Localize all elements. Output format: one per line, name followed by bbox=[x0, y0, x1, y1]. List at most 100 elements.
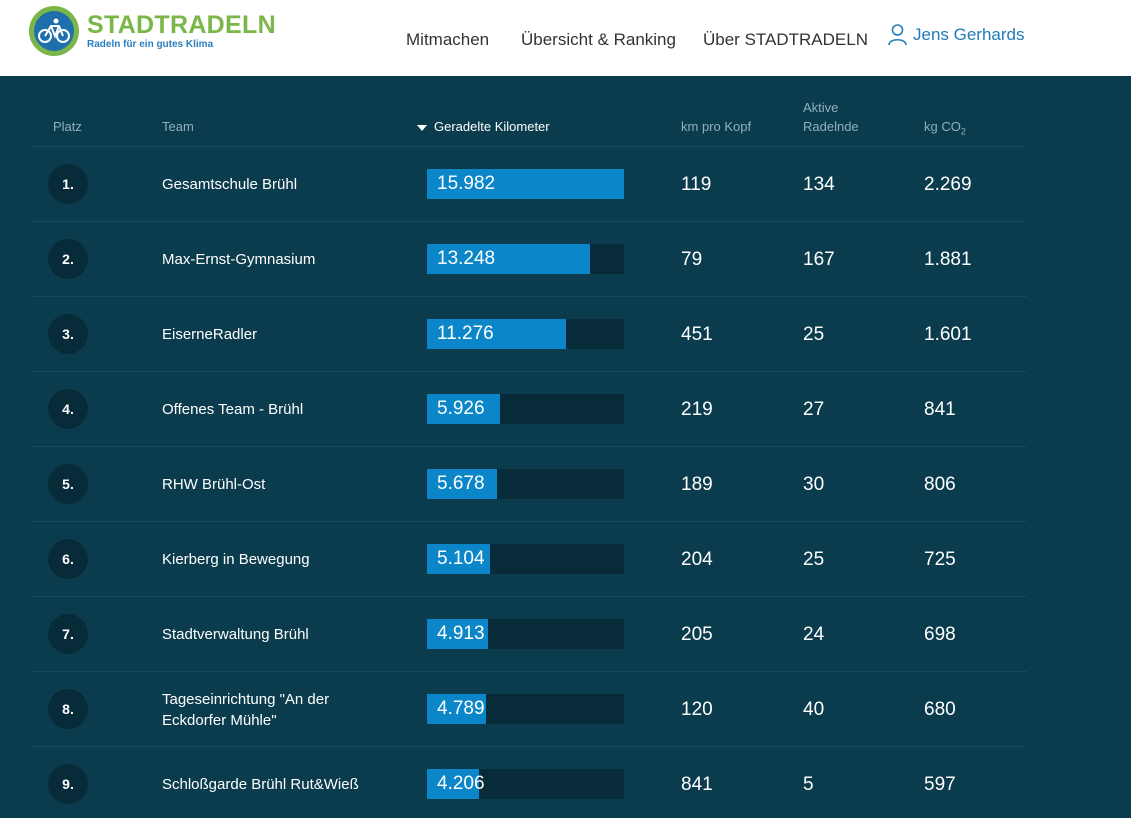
km-bar-track: 5.678 bbox=[427, 469, 624, 499]
km-bar-track: 5.104 bbox=[427, 544, 624, 574]
km-value: 11.276 bbox=[437, 323, 494, 344]
km-bar-fill bbox=[427, 169, 624, 199]
table-body: 1. Gesamtschule Brühl 15.982 119 134 2.269 2. M… bbox=[30, 147, 1027, 818]
km-bar-track: 11.276 bbox=[427, 319, 624, 349]
km-bar-fill bbox=[427, 394, 500, 424]
co2-saved: 1.601 bbox=[924, 324, 972, 345]
active-riders: 30 bbox=[803, 474, 825, 495]
header-team[interactable]: Team bbox=[162, 119, 194, 134]
km-per-head: 841 bbox=[681, 774, 713, 795]
team-name[interactable]: Schloßgarde Brühl Rut&Wieß bbox=[162, 776, 359, 793]
km-value: 5.104 bbox=[437, 548, 485, 569]
km-bar-track: 5.926 bbox=[427, 394, 624, 424]
header-place[interactable]: Platz bbox=[53, 119, 82, 134]
km-per-head: 204 bbox=[681, 549, 713, 570]
nav-item-mitmachen[interactable]: Mitmachen bbox=[406, 30, 490, 49]
header-km[interactable]: Geradelte Kilometer bbox=[417, 117, 550, 136]
team-name[interactable]: Offenes Team - Brühl bbox=[162, 401, 304, 418]
active-riders: 27 bbox=[803, 399, 825, 420]
bicycle-logo-icon bbox=[29, 6, 79, 56]
km-bar-track: 13.248 bbox=[427, 244, 624, 274]
km-per-head: 119 bbox=[681, 174, 712, 195]
stadtradeln-logo[interactable]: STADTRADELN Radeln für ein gutes Klima bbox=[29, 6, 276, 56]
km-per-head: 205 bbox=[681, 624, 713, 645]
km-per-head: 120 bbox=[681, 699, 713, 720]
table-row[interactable]: 7. Stadtverwaltung Brühl 4.913 205 24 698 bbox=[30, 597, 1027, 672]
header-per-head[interactable]: km pro Kopf bbox=[681, 119, 752, 134]
brand-name: STADTRADELN bbox=[87, 11, 276, 39]
nav-item-about[interactable]: Über STADTRADELN bbox=[703, 30, 868, 49]
co2-saved: 1.881 bbox=[924, 249, 972, 270]
active-riders: 24 bbox=[803, 624, 825, 645]
km-value: 4.789 bbox=[437, 698, 485, 719]
active-riders: 134 bbox=[803, 174, 835, 195]
km-per-head: 79 bbox=[681, 249, 703, 270]
team-name[interactable]: Stadtverwaltung Brühl bbox=[162, 626, 309, 643]
active-riders: 167 bbox=[803, 249, 835, 270]
km-value: 13.248 bbox=[437, 248, 496, 269]
rank-badge: 5. bbox=[48, 464, 88, 504]
km-bar-track: 4.789 bbox=[427, 694, 624, 724]
km-value: 4.206 bbox=[437, 773, 485, 794]
km-value: 5.926 bbox=[437, 398, 485, 419]
rank-badge: 3. bbox=[48, 314, 88, 354]
header-co2[interactable]: kg CO2 bbox=[924, 117, 966, 142]
co2-saved: 806 bbox=[924, 474, 956, 495]
table-row[interactable]: 9. Schloßgarde Brühl Rut&Wieß 4.206 841 5 597 bbox=[30, 747, 1027, 818]
co2-saved: 725 bbox=[924, 549, 956, 570]
active-riders: 5 bbox=[803, 774, 814, 795]
km-value: 4.913 bbox=[437, 623, 485, 644]
co2-saved: 841 bbox=[924, 399, 956, 420]
km-per-head: 219 bbox=[681, 399, 713, 420]
team-name[interactable]: Gesamtschule Brühl bbox=[162, 176, 298, 193]
km-bar-fill bbox=[427, 469, 497, 499]
team-name[interactable]: Max-Ernst-Gymnasium bbox=[162, 251, 316, 268]
sort-desc-icon bbox=[417, 124, 427, 131]
km-bar-fill bbox=[427, 619, 488, 649]
km-value: 15.982 bbox=[437, 173, 496, 194]
nav-item-ranking[interactable]: Übersicht & Ranking bbox=[521, 30, 676, 49]
rank-badge: 9. bbox=[48, 764, 88, 804]
team-name[interactable]: EiserneRadler bbox=[162, 326, 258, 343]
km-bar-fill bbox=[427, 694, 486, 724]
user-name: Jens Gerhards bbox=[913, 25, 1025, 44]
rank-badge: 6. bbox=[48, 539, 88, 579]
table-row[interactable]: 4. Offenes Team - Brühl 5.926 219 27 841 bbox=[30, 372, 1027, 447]
km-value: 5.678 bbox=[437, 473, 485, 494]
active-riders: 25 bbox=[803, 549, 825, 570]
km-bar-fill bbox=[427, 769, 479, 799]
rank-badge: 7. bbox=[48, 614, 88, 654]
team-name[interactable]: Kierberg in Bewegung bbox=[162, 551, 310, 568]
header-active-line1: Aktive bbox=[803, 100, 839, 115]
site-header: STADTRADELN Radeln für ein gutes Klima M… bbox=[0, 0, 1131, 76]
table-row[interactable]: 8. Tageseinrichtung "An der Eckdorfer Müh… bbox=[30, 672, 1027, 747]
km-per-head: 189 bbox=[681, 474, 713, 495]
table-row[interactable]: 6. Kierberg in Bewegung 5.104 204 25 725 bbox=[30, 522, 1027, 597]
header-km-label: Geradelte Kilometer bbox=[434, 119, 550, 134]
header-active-line2: Radelnde bbox=[803, 119, 859, 134]
co2-saved: 680 bbox=[924, 699, 956, 720]
rank-badge: 2. bbox=[48, 239, 88, 279]
brand-claim: Radeln für ein gutes Klima bbox=[87, 39, 214, 50]
team-name[interactable]: Tageseinrichtung "An der Eckdorfer Mühle… bbox=[162, 690, 330, 729]
km-bar-fill bbox=[427, 319, 566, 349]
header-active[interactable]: Aktive Radelnde bbox=[803, 98, 859, 136]
table-row[interactable]: 3. EiserneRadler 11.276 451 25 1.601 bbox=[30, 297, 1027, 372]
user-icon bbox=[888, 24, 907, 46]
table-row[interactable]: 2. Max-Ernst-Gymnasium 13.248 79 167 1.881 bbox=[30, 222, 1027, 297]
km-bar-fill bbox=[427, 244, 590, 274]
co2-saved: 698 bbox=[924, 624, 956, 645]
ranking-table: Platz Team Geradelte Kilometer km pro Ko… bbox=[30, 76, 1027, 818]
header-co2-subscript: 2 bbox=[960, 126, 966, 137]
km-bar-track: 4.206 bbox=[427, 769, 624, 799]
km-per-head: 451 bbox=[681, 324, 713, 345]
table-row[interactable]: 5. RHW Brühl-Ost 5.678 189 30 806 bbox=[30, 447, 1027, 522]
table-row[interactable]: 1. Gesamtschule Brühl 15.982 119 134 2.269 bbox=[30, 147, 1027, 222]
km-bar-track: 4.913 bbox=[427, 619, 624, 649]
co2-saved: 2.269 bbox=[924, 174, 972, 195]
header-co2-label: kg CO bbox=[924, 119, 961, 134]
rank-badge: 1. bbox=[48, 164, 88, 204]
team-name[interactable]: RHW Brühl-Ost bbox=[162, 476, 266, 493]
nav-user-account[interactable]: Jens Gerhards bbox=[888, 24, 1025, 46]
active-riders: 25 bbox=[803, 324, 825, 345]
